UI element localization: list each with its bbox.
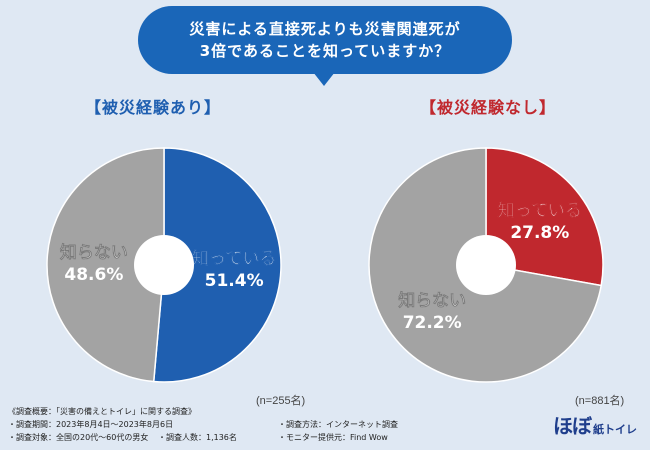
- sample-size-experienced: (n=255名): [256, 395, 306, 407]
- slice-label: 知っている: [497, 200, 582, 221]
- sample-size-not-experienced: (n=881名): [575, 395, 625, 407]
- slice-label: 知っている: [191, 248, 276, 269]
- logo-sub-text: 紙トイレ: [593, 423, 637, 436]
- pie-center-hole: [134, 235, 194, 295]
- survey-footer: 《調査概要：「災害の備えとトイレ」に関する調査》 ・調査期間：2023年8月4日…: [8, 405, 548, 444]
- survey-summary: 《調査概要：「災害の備えとトイレ」に関する調査》: [8, 407, 196, 416]
- pie-center-hole: [456, 235, 516, 295]
- question-bubble-tail: [313, 72, 335, 86]
- question-text: 災害による直接死よりも災害関連死が 3倍であることを知っていますか？: [138, 18, 512, 62]
- survey-provider: ・モニター提供元：Find Wow: [278, 433, 388, 442]
- slice-value-label: 27.8%: [510, 223, 569, 243]
- slice-label: 知らない: [397, 290, 466, 311]
- question-line-2: 3倍であることを知っていますか？: [199, 42, 451, 60]
- survey-target: ・調査対象：全国の20代〜60代の男女: [8, 433, 149, 442]
- slice-label: 知らない: [59, 242, 128, 263]
- brand-logo: ほぼ 紙トイレ: [553, 410, 647, 438]
- survey-method: ・調査方法：インターネット調査: [278, 420, 398, 429]
- survey-period: ・調査期間：2023年8月4日〜2023年8月6日: [8, 420, 174, 429]
- chart-title-not-experienced: 【被災経験なし】: [420, 98, 557, 117]
- slice-value-label: 72.2%: [403, 313, 462, 333]
- pie-slice-aware: [152, 147, 282, 383]
- slice-value-label: 51.4%: [205, 271, 264, 291]
- logo-main-text: ほぼ: [553, 414, 592, 438]
- pie-slice-aware: [485, 147, 604, 287]
- question-line-1: 災害による直接死よりも災害関連死が: [189, 20, 461, 38]
- question-bubble: [138, 6, 512, 74]
- slice-value-label: 48.6%: [64, 265, 123, 285]
- survey-count: ・調査人数：1,136名: [158, 433, 237, 442]
- chart-title-experienced: 【被災経験あり】: [85, 98, 222, 117]
- pie-slice-unaware: [46, 147, 165, 383]
